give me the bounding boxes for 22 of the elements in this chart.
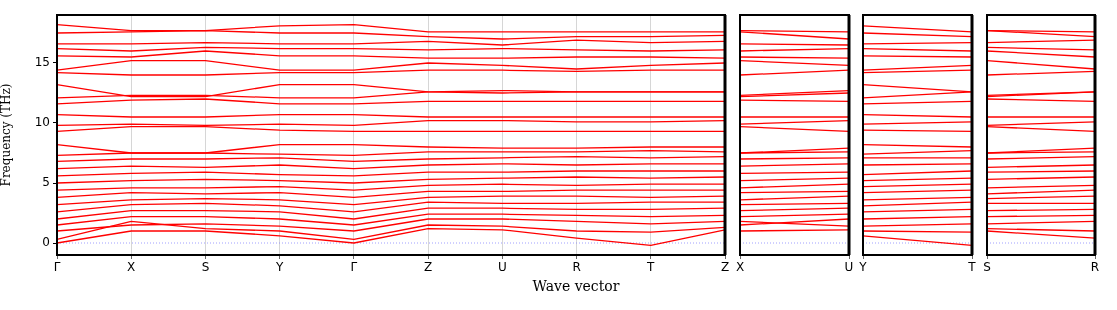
x-tick-label: R — [572, 260, 581, 275]
x-tick-label: Z — [720, 260, 730, 275]
x-tick-label: U — [844, 260, 854, 275]
x-tick-label: X — [127, 260, 136, 275]
y-tick-label: 10 — [34, 115, 50, 130]
x-tick-label: T — [646, 260, 656, 275]
y-tick-label: 0 — [42, 235, 50, 250]
x-tick-label: Y — [274, 260, 284, 275]
y-tick-label: 15 — [34, 55, 50, 70]
y-tick-label: 5 — [42, 175, 50, 190]
x-tick-label: Y — [858, 260, 868, 275]
x-tick-label: Γ — [350, 260, 358, 275]
x-tick-label: Γ — [53, 260, 61, 275]
x-axis-title: Wave vector — [531, 278, 621, 294]
x-tick-label: S — [983, 260, 991, 275]
y-axis-title: Frequency (THz) — [0, 83, 14, 187]
x-tick-label: U — [497, 260, 507, 275]
x-tick-label: R — [1090, 260, 1100, 275]
x-tick-label: Z — [423, 260, 433, 275]
x-tick-label: T — [967, 260, 977, 275]
x-tick-label: X — [735, 260, 745, 275]
x-tick-label: S — [201, 260, 210, 275]
